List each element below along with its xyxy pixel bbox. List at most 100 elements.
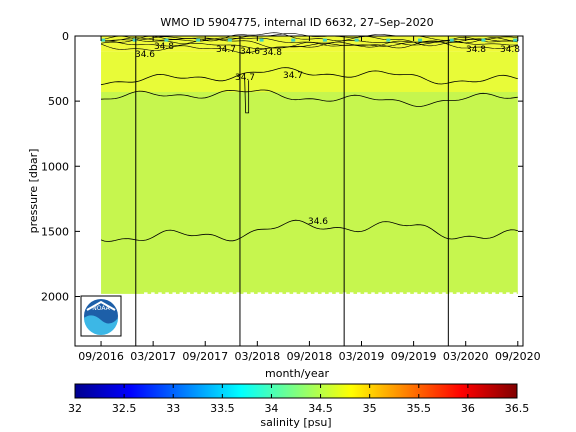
data-gap: [236, 292, 240, 295]
colorbar-tick-label: 35.5: [407, 402, 432, 415]
plot-area: 34.834.6 34.6 34.8 34.834.7 34.734.634.834.7: [74, 32, 524, 347]
surface-patch: [354, 38, 359, 42]
surface-patch: [513, 38, 518, 42]
y-axis-label: pressure [dbar]: [27, 149, 40, 234]
data-gap: [392, 292, 397, 295]
surface-patch: [132, 38, 137, 42]
data-gap: [335, 292, 340, 295]
surface-patch: [101, 38, 106, 42]
data-gap: [264, 292, 269, 295]
colorbar-tick-label: 33.5: [210, 402, 235, 415]
data-gap: [293, 292, 297, 295]
data-gap: [165, 292, 169, 295]
y-tick-label: 1500: [41, 225, 69, 238]
colorbar-tick-label: 36: [461, 402, 475, 415]
y-tick-label: 500: [48, 95, 69, 108]
data-gap: [257, 292, 262, 295]
data-gap: [484, 292, 489, 295]
colorbar-tick-label: 36.5: [505, 402, 530, 415]
y-axis: 0 500 1000 1500 2000: [41, 30, 523, 304]
surface-patch: [259, 38, 264, 42]
surface-patch: [449, 38, 454, 42]
data-gap: [470, 292, 475, 295]
x-tick-label: 09/2016: [78, 350, 124, 363]
surface-patch: [481, 38, 486, 42]
data-gap: [442, 292, 446, 295]
logo-text: NOAA: [92, 305, 110, 312]
data-gap: [186, 292, 191, 295]
data-gap: [179, 292, 184, 295]
data-gap: [371, 292, 375, 295]
data-gap: [250, 292, 255, 295]
data-gap: [321, 292, 326, 295]
data-gap: [428, 292, 432, 295]
x-tick-label: 09/2017: [182, 350, 228, 363]
x-tick-label: 03/2017: [130, 350, 176, 363]
colorbar-tick-label: 32: [68, 402, 82, 415]
data-gap: [499, 292, 503, 295]
colorbar-label: salinity [psu]: [260, 416, 331, 429]
data-gap: [506, 292, 510, 295]
y-tick-label: 1000: [41, 160, 69, 173]
data-gap: [456, 292, 460, 295]
data-gap: [243, 292, 247, 295]
contour-label: 34.6: [308, 217, 328, 227]
plot-frame: [74, 35, 524, 347]
data-gap: [349, 292, 354, 295]
x-tick-label: 09/2020: [495, 350, 541, 363]
x-tick-label: 09/2018: [287, 350, 333, 363]
data-gap: [286, 292, 290, 295]
data-gap: [477, 292, 482, 295]
colorbar-tick-label: 34: [264, 402, 278, 415]
colorbar-tick-label: 35: [363, 402, 377, 415]
x-axis: 09/2016 03/2017 09/2017 03/2018 09/2018 03/20…: [78, 36, 541, 363]
contour-label: 34.8: [466, 45, 486, 55]
year-boundary-lines: [135, 36, 449, 346]
contour-label: 34.6: [135, 50, 155, 60]
data-gap: [491, 292, 496, 295]
contour-label: 34.7: [216, 45, 236, 55]
x-tick-label: 03/2020: [443, 350, 489, 363]
data-gap: [207, 292, 212, 295]
noaa-logo: NOAA: [80, 295, 122, 337]
surface-patch: [227, 38, 232, 42]
data-gap: [413, 292, 418, 295]
contour-label: 34.8: [500, 45, 520, 55]
contour-label: 34.8: [154, 42, 174, 52]
data-gap: [406, 292, 411, 295]
data-gap: [200, 292, 205, 295]
missing-data-gaps: [144, 292, 517, 295]
data-gap: [364, 292, 368, 295]
surface-patch: [164, 38, 169, 42]
contour-label: 34.8: [262, 48, 282, 58]
data-gap: [399, 292, 404, 295]
data-gap: [328, 292, 333, 295]
surface-patch: [196, 38, 201, 42]
chart-title: WMO ID 5904775, internal ID 6632, 27–Sep…: [160, 16, 433, 29]
contour-label: 34.6: [240, 47, 260, 57]
data-gap: [385, 292, 389, 295]
y-tick-label: 2000: [41, 291, 69, 304]
surface-patch: [418, 38, 423, 42]
data-gap: [449, 292, 453, 295]
data-gap: [271, 292, 276, 295]
contour-label: 34.7: [283, 71, 303, 81]
data-gap: [229, 292, 233, 295]
data-gap: [357, 292, 361, 295]
x-tick-label: 03/2019: [339, 350, 385, 363]
data-gap: [158, 292, 162, 295]
x-tick-label: 03/2018: [234, 350, 280, 363]
contour-labels: 34.834.6 34.6 34.8 34.834.7 34.734.634.834.7: [135, 42, 520, 227]
salinity-layer: [101, 51, 518, 93]
surface-patch: [386, 38, 391, 42]
data-gap: [144, 292, 148, 295]
colorbar-tick-label: 34.5: [308, 402, 333, 415]
y-tick-label: 0: [62, 30, 69, 43]
data-gap: [435, 292, 439, 295]
data-gap: [278, 292, 283, 295]
data-gap: [193, 292, 198, 295]
data-gap: [307, 292, 311, 295]
colorbar: 32 32.5 33 33.5 34 34.5 35 35.5 36 36.5 salinity …: [68, 383, 530, 429]
data-gap: [172, 292, 176, 295]
